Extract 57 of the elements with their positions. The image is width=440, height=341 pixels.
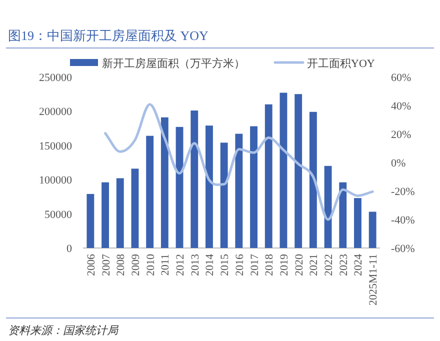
bar <box>354 198 362 248</box>
bar <box>146 136 154 248</box>
bar <box>160 117 168 248</box>
bar <box>220 142 228 248</box>
x-tick-label: 2023 <box>338 254 350 276</box>
bar <box>102 182 109 248</box>
y2-tick-label: -60% <box>391 243 415 255</box>
x-tick-label: 2017 <box>248 254 261 276</box>
bar <box>309 112 317 248</box>
y-tick-label: 250000 <box>39 72 72 84</box>
bar <box>250 126 258 248</box>
x-tick-label: 2025M1-11 <box>368 254 380 306</box>
legend-label: 新开工房屋面积（万平方米） <box>102 57 245 70</box>
bar <box>368 212 376 248</box>
y2-tick-label: 60% <box>391 72 412 84</box>
bar <box>280 92 288 248</box>
x-tick-label: 2020 <box>293 254 306 276</box>
bar <box>176 126 184 248</box>
y2-tick-label: -40% <box>391 214 415 226</box>
bar <box>190 110 198 248</box>
x-tick-label: 2024 <box>352 254 365 276</box>
x-tick-label: 2015 <box>219 254 232 276</box>
y-tick-label: 200000 <box>39 106 72 118</box>
bar <box>264 104 272 248</box>
x-tick-label: 2010 <box>144 254 157 276</box>
x-tick-label: 2013 <box>189 254 202 276</box>
x-tick-label: 2019 <box>278 254 290 276</box>
x-tick-label: 2006 <box>85 254 98 276</box>
x-tick-label: 2012 <box>174 254 187 276</box>
x-tick-label: 2007 <box>100 254 112 276</box>
legend-label: 开工面积YOY <box>307 58 375 70</box>
x-tick-label: 2018 <box>264 254 276 276</box>
line-series <box>104 103 374 221</box>
y-tick-label: 0 <box>66 243 72 255</box>
y-tick-label: 150000 <box>39 140 72 152</box>
y-tick-label: 50000 <box>44 208 72 221</box>
x-tick-label: 2022 <box>323 254 336 276</box>
bar <box>131 168 139 248</box>
x-tick-label: 2014 <box>204 254 216 276</box>
x-tick-label: 2008 <box>115 254 128 276</box>
bar <box>339 182 347 248</box>
text: 资料来源：国家统计局 <box>8 324 119 337</box>
bar <box>86 194 94 248</box>
x-tick-label: 2016 <box>234 254 246 276</box>
chart-title: 图19：中国新开工房屋面积及 YOY <box>8 28 210 43</box>
bar <box>235 134 243 248</box>
x-tick-label: 2009 <box>130 254 142 276</box>
bar <box>206 126 213 248</box>
y2-tick-label: 40% <box>391 100 412 112</box>
y2-tick-label: 20% <box>391 129 412 141</box>
bar <box>294 94 302 248</box>
y-tick-label: 100000 <box>39 174 72 187</box>
x-tick-label: 2011 <box>160 254 172 276</box>
x-tick-label: 2021 <box>308 254 320 276</box>
y2-tick-label: 0% <box>391 158 406 170</box>
bar <box>116 178 124 248</box>
y2-tick-label: -20% <box>391 186 415 198</box>
